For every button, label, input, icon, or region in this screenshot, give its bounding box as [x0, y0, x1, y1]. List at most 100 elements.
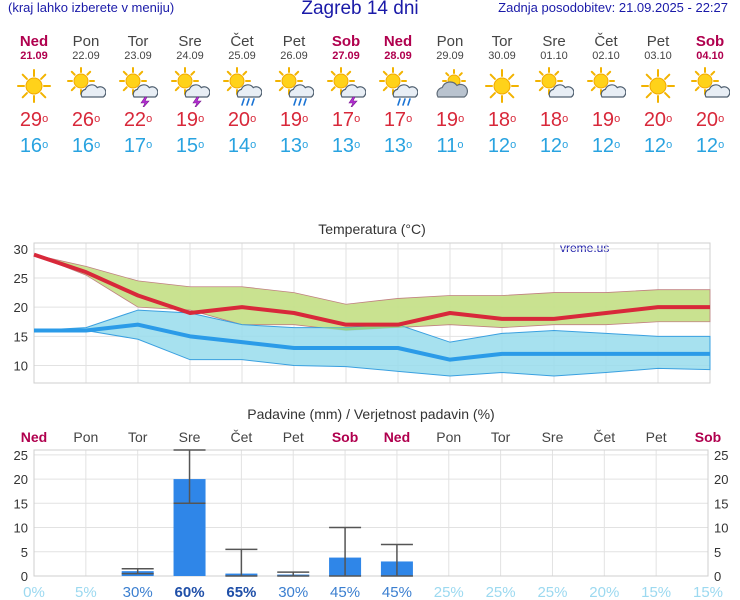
min-temperature: 12o: [632, 133, 684, 159]
max-temperature-value: 20: [695, 109, 719, 131]
day-column: Sre 24.09 19o 15o: [164, 33, 216, 159]
day-name: Sre: [542, 33, 566, 50]
y-tick-label-right: 5: [714, 545, 721, 560]
probability-label: 25%: [434, 584, 464, 600]
min-temperature: 12o: [528, 133, 580, 159]
day-date: 04.10: [696, 50, 724, 62]
max-temperature-value: 18: [487, 109, 511, 131]
day-date: 02.10: [592, 50, 620, 62]
degree-symbol: o: [42, 113, 49, 125]
probability-label: 30%: [278, 584, 308, 600]
min-temperature-value: 14: [227, 135, 251, 157]
max-temperature-value: 29: [19, 109, 43, 131]
min-temperature-value: 12: [539, 135, 563, 157]
max-temperature: 17o: [320, 107, 372, 133]
cloud-sun-icon: [424, 67, 476, 107]
max-temperature-line: [33, 252, 710, 327]
degree-symbol: o: [614, 113, 621, 125]
day-name: Sre: [178, 33, 202, 50]
day-column: Sob 27.09 17o 13o: [320, 33, 372, 159]
y-tick-label: 20: [14, 472, 28, 487]
min-temperature-value: 13: [279, 135, 303, 157]
degree-symbol: o: [406, 113, 413, 125]
max-temperature-value: 22: [123, 109, 147, 131]
max-temperature: 20o: [632, 107, 684, 133]
sun-cloud-icon: [684, 67, 736, 107]
sun-cloud-rain-icon: [372, 67, 424, 107]
y-tick-label-right: 0: [714, 569, 721, 584]
degree-symbol: o: [458, 113, 465, 125]
watermark: vreme.us: [560, 241, 609, 255]
max-temperature-value: 19: [279, 109, 303, 131]
degree-symbol: o: [510, 139, 517, 151]
max-temperature: 19o: [580, 107, 632, 133]
day-date: 01.10: [540, 50, 568, 62]
degree-symbol: o: [614, 139, 621, 151]
y-tick-label: 10: [14, 521, 28, 536]
degree-symbol: o: [94, 139, 101, 151]
degree-symbol: o: [250, 113, 257, 125]
min-temperature: 13o: [372, 133, 424, 159]
y-tick-label: 25: [14, 448, 28, 463]
degree-symbol: o: [94, 113, 101, 125]
min-temperature-value: 17: [123, 135, 147, 157]
min-temperature-value: 15: [175, 135, 199, 157]
max-temperature-value: 19: [591, 109, 615, 131]
y-tick-label: 0: [21, 569, 28, 584]
day-name: Ned: [19, 33, 49, 50]
probability-label: 5%: [75, 584, 97, 600]
day-name: Pon: [436, 33, 464, 50]
day-date: 21.09: [20, 50, 48, 62]
day-column: Ned 21.09 29o 16o: [8, 33, 60, 159]
location-hint: (kraj lahko izberete v meniju): [8, 0, 175, 15]
precipitation-chart: Padavine (mm) / Verjetnost padavin (%) Ne…: [14, 406, 729, 600]
day-name: Pon: [72, 33, 100, 50]
max-temperature: 19o: [424, 107, 476, 133]
last-updated: Zadnja posodobitev: 21.09.2025 - 22:27: [498, 0, 728, 15]
sun-icon: [8, 67, 60, 107]
day-date: 27.09: [332, 50, 360, 62]
plot-frame: [33, 449, 709, 577]
probability-label: 30%: [123, 584, 153, 600]
y-tick-label-right: 20: [714, 472, 728, 487]
max-temperature: 20o: [684, 107, 736, 133]
degree-symbol: o: [666, 113, 673, 125]
min-temperature-value: 13: [383, 135, 407, 157]
degree-symbol: o: [666, 139, 673, 151]
x-tick-label: Pet: [283, 429, 304, 445]
day-date: 30.09: [488, 50, 516, 62]
max-temperature: 19o: [164, 107, 216, 133]
sun-icon: [476, 67, 528, 107]
degree-symbol: o: [198, 139, 205, 151]
max-temperature-value: 17: [331, 109, 355, 131]
x-tick-label: Pon: [436, 429, 461, 445]
day-name: Ned: [383, 33, 413, 50]
x-tick-label: Pon: [73, 429, 98, 445]
day-column: Tor 30.09 18o 12o: [476, 33, 528, 159]
day-name: Pet: [282, 33, 306, 50]
y-tick-label: 15: [14, 329, 28, 344]
min-temperature: 12o: [476, 133, 528, 159]
max-temperature-value: 26: [71, 109, 95, 131]
degree-symbol: o: [562, 139, 569, 151]
page-title: Zagreb 14 dni: [301, 0, 419, 19]
min-temperature-value: 16: [19, 135, 43, 157]
y-tick-label: 15: [14, 496, 28, 511]
probability-label: 25%: [486, 584, 516, 600]
min-temperature-value: 12: [591, 135, 615, 157]
degree-symbol: o: [718, 113, 725, 125]
day-date: 28.09: [384, 50, 412, 62]
day-name: Čet: [594, 33, 618, 50]
day-column: Pon 29.09 19o 11o: [424, 33, 476, 159]
degree-symbol: o: [406, 139, 413, 151]
max-temperature: 18o: [528, 107, 580, 133]
sun-icon: [632, 67, 684, 107]
sun-cloud-icon: [60, 67, 112, 107]
min-temperature-value: 12: [695, 135, 719, 157]
y-tick-label-right: 15: [714, 496, 728, 511]
day-column: Pon 22.09 26o 16o: [60, 33, 112, 159]
min-temperature: 15o: [164, 133, 216, 159]
y-tick-label-right: 10: [714, 521, 728, 536]
sun-cloud-thunder-icon: [112, 67, 164, 110]
x-tick-label: Ned: [384, 429, 410, 445]
